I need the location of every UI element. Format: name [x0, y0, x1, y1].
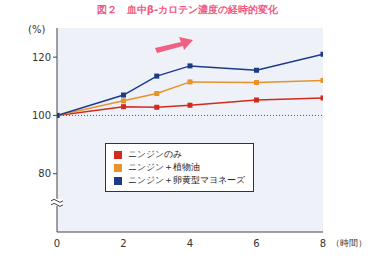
svg-text:4: 4	[187, 238, 193, 249]
svg-text:120: 120	[32, 52, 51, 63]
html-text:図２ 血中β-カロテン濃度の経時的変化: 図２ 血中β-カロテン濃度の経時的変化	[96, 4, 279, 15]
svg-text:80: 80	[38, 168, 51, 179]
html-text:ニンジン＋植物油: ニンジン＋植物油	[128, 162, 200, 172]
svg-text:6: 6	[253, 238, 259, 249]
html-text:（時間）: （時間）	[331, 238, 367, 248]
svg-text:0: 0	[54, 238, 60, 249]
html-text:ニンジン＋卵黄型マヨネーズ: ニンジン＋卵黄型マヨネーズ	[128, 175, 245, 185]
svg-text:100: 100	[32, 110, 51, 121]
svg-text:8: 8	[320, 238, 326, 249]
svg-text:2: 2	[120, 238, 126, 249]
html-text:ニンジンのみ: ニンジンのみ	[128, 149, 182, 159]
